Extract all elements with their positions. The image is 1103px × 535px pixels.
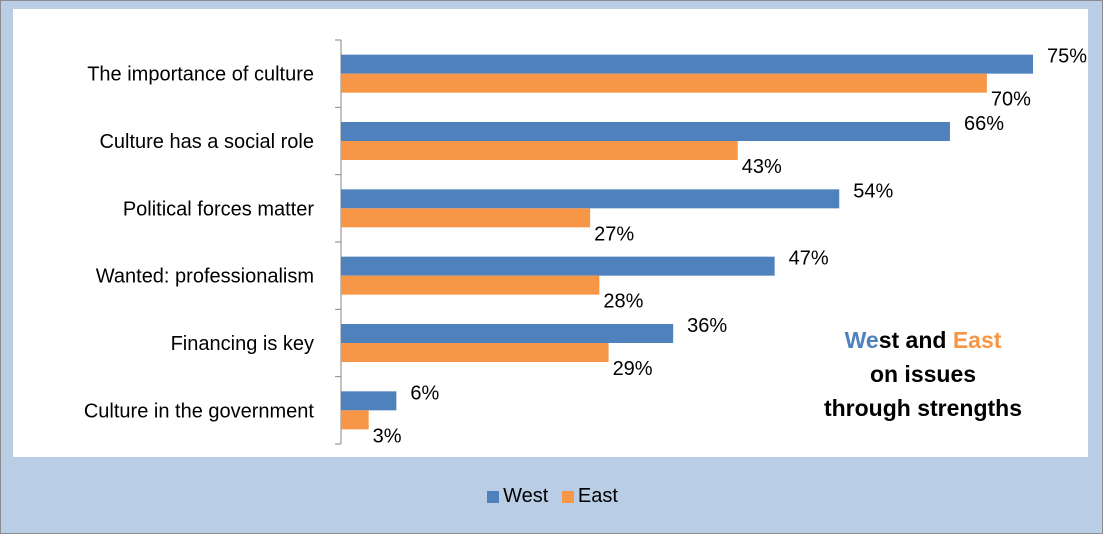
- bar-east: [341, 343, 609, 362]
- annotation-west-fragment: We: [844, 327, 879, 353]
- annotation-line-3: through strengths: [823, 395, 1023, 421]
- annotation-middle-fragment: st and: [878, 327, 953, 353]
- data-label-west: 66%: [964, 113, 1004, 135]
- annotation-line-2: on issues: [869, 361, 977, 387]
- legend: West East: [1, 485, 1103, 509]
- category-label: Culture in the government: [84, 400, 315, 422]
- data-label-west: 54%: [853, 180, 893, 202]
- bar-west: [341, 256, 775, 276]
- legend-label-west: West: [503, 485, 549, 507]
- annotation-east-fragment: East: [952, 327, 1002, 353]
- data-label-west: 75%: [1047, 46, 1087, 68]
- legend-swatch-east: [561, 490, 574, 503]
- bar-west: [341, 122, 950, 141]
- annotation-line-1: West and East: [763, 323, 1083, 357]
- bar-east: [341, 208, 591, 228]
- data-label-east: 28%: [603, 291, 643, 313]
- legend-label-east: East: [577, 485, 618, 507]
- legend-item-east: East: [561, 485, 618, 508]
- data-label-east: 3%: [373, 425, 402, 447]
- bar-east: [341, 410, 369, 430]
- data-label-east: 29%: [613, 358, 653, 380]
- data-label-east: 43%: [742, 156, 782, 178]
- category-label: Culture has a social role: [99, 131, 314, 153]
- bar-west: [341, 324, 674, 343]
- bar-east: [341, 141, 738, 160]
- data-label-east: 27%: [594, 223, 634, 245]
- data-label-west: 47%: [789, 248, 829, 270]
- legend-item-west: West: [487, 485, 548, 508]
- bar-east: [341, 73, 987, 93]
- data-label-west: 36%: [687, 315, 727, 337]
- category-label: Financing is key: [171, 333, 314, 355]
- legend-swatch-west: [487, 490, 500, 503]
- category-label: Wanted: professionalism: [96, 266, 314, 288]
- category-label: The importance of culture: [87, 64, 314, 86]
- data-label-east: 70%: [991, 89, 1031, 111]
- bar-west: [341, 391, 397, 411]
- data-label-west: 6%: [410, 382, 439, 404]
- bar-west: [341, 54, 1033, 74]
- bar-west: [341, 189, 840, 209]
- bar-east: [341, 275, 600, 295]
- category-label: Political forces matter: [123, 198, 315, 220]
- chart-annotation: West and East on issues through strength…: [763, 323, 1083, 425]
